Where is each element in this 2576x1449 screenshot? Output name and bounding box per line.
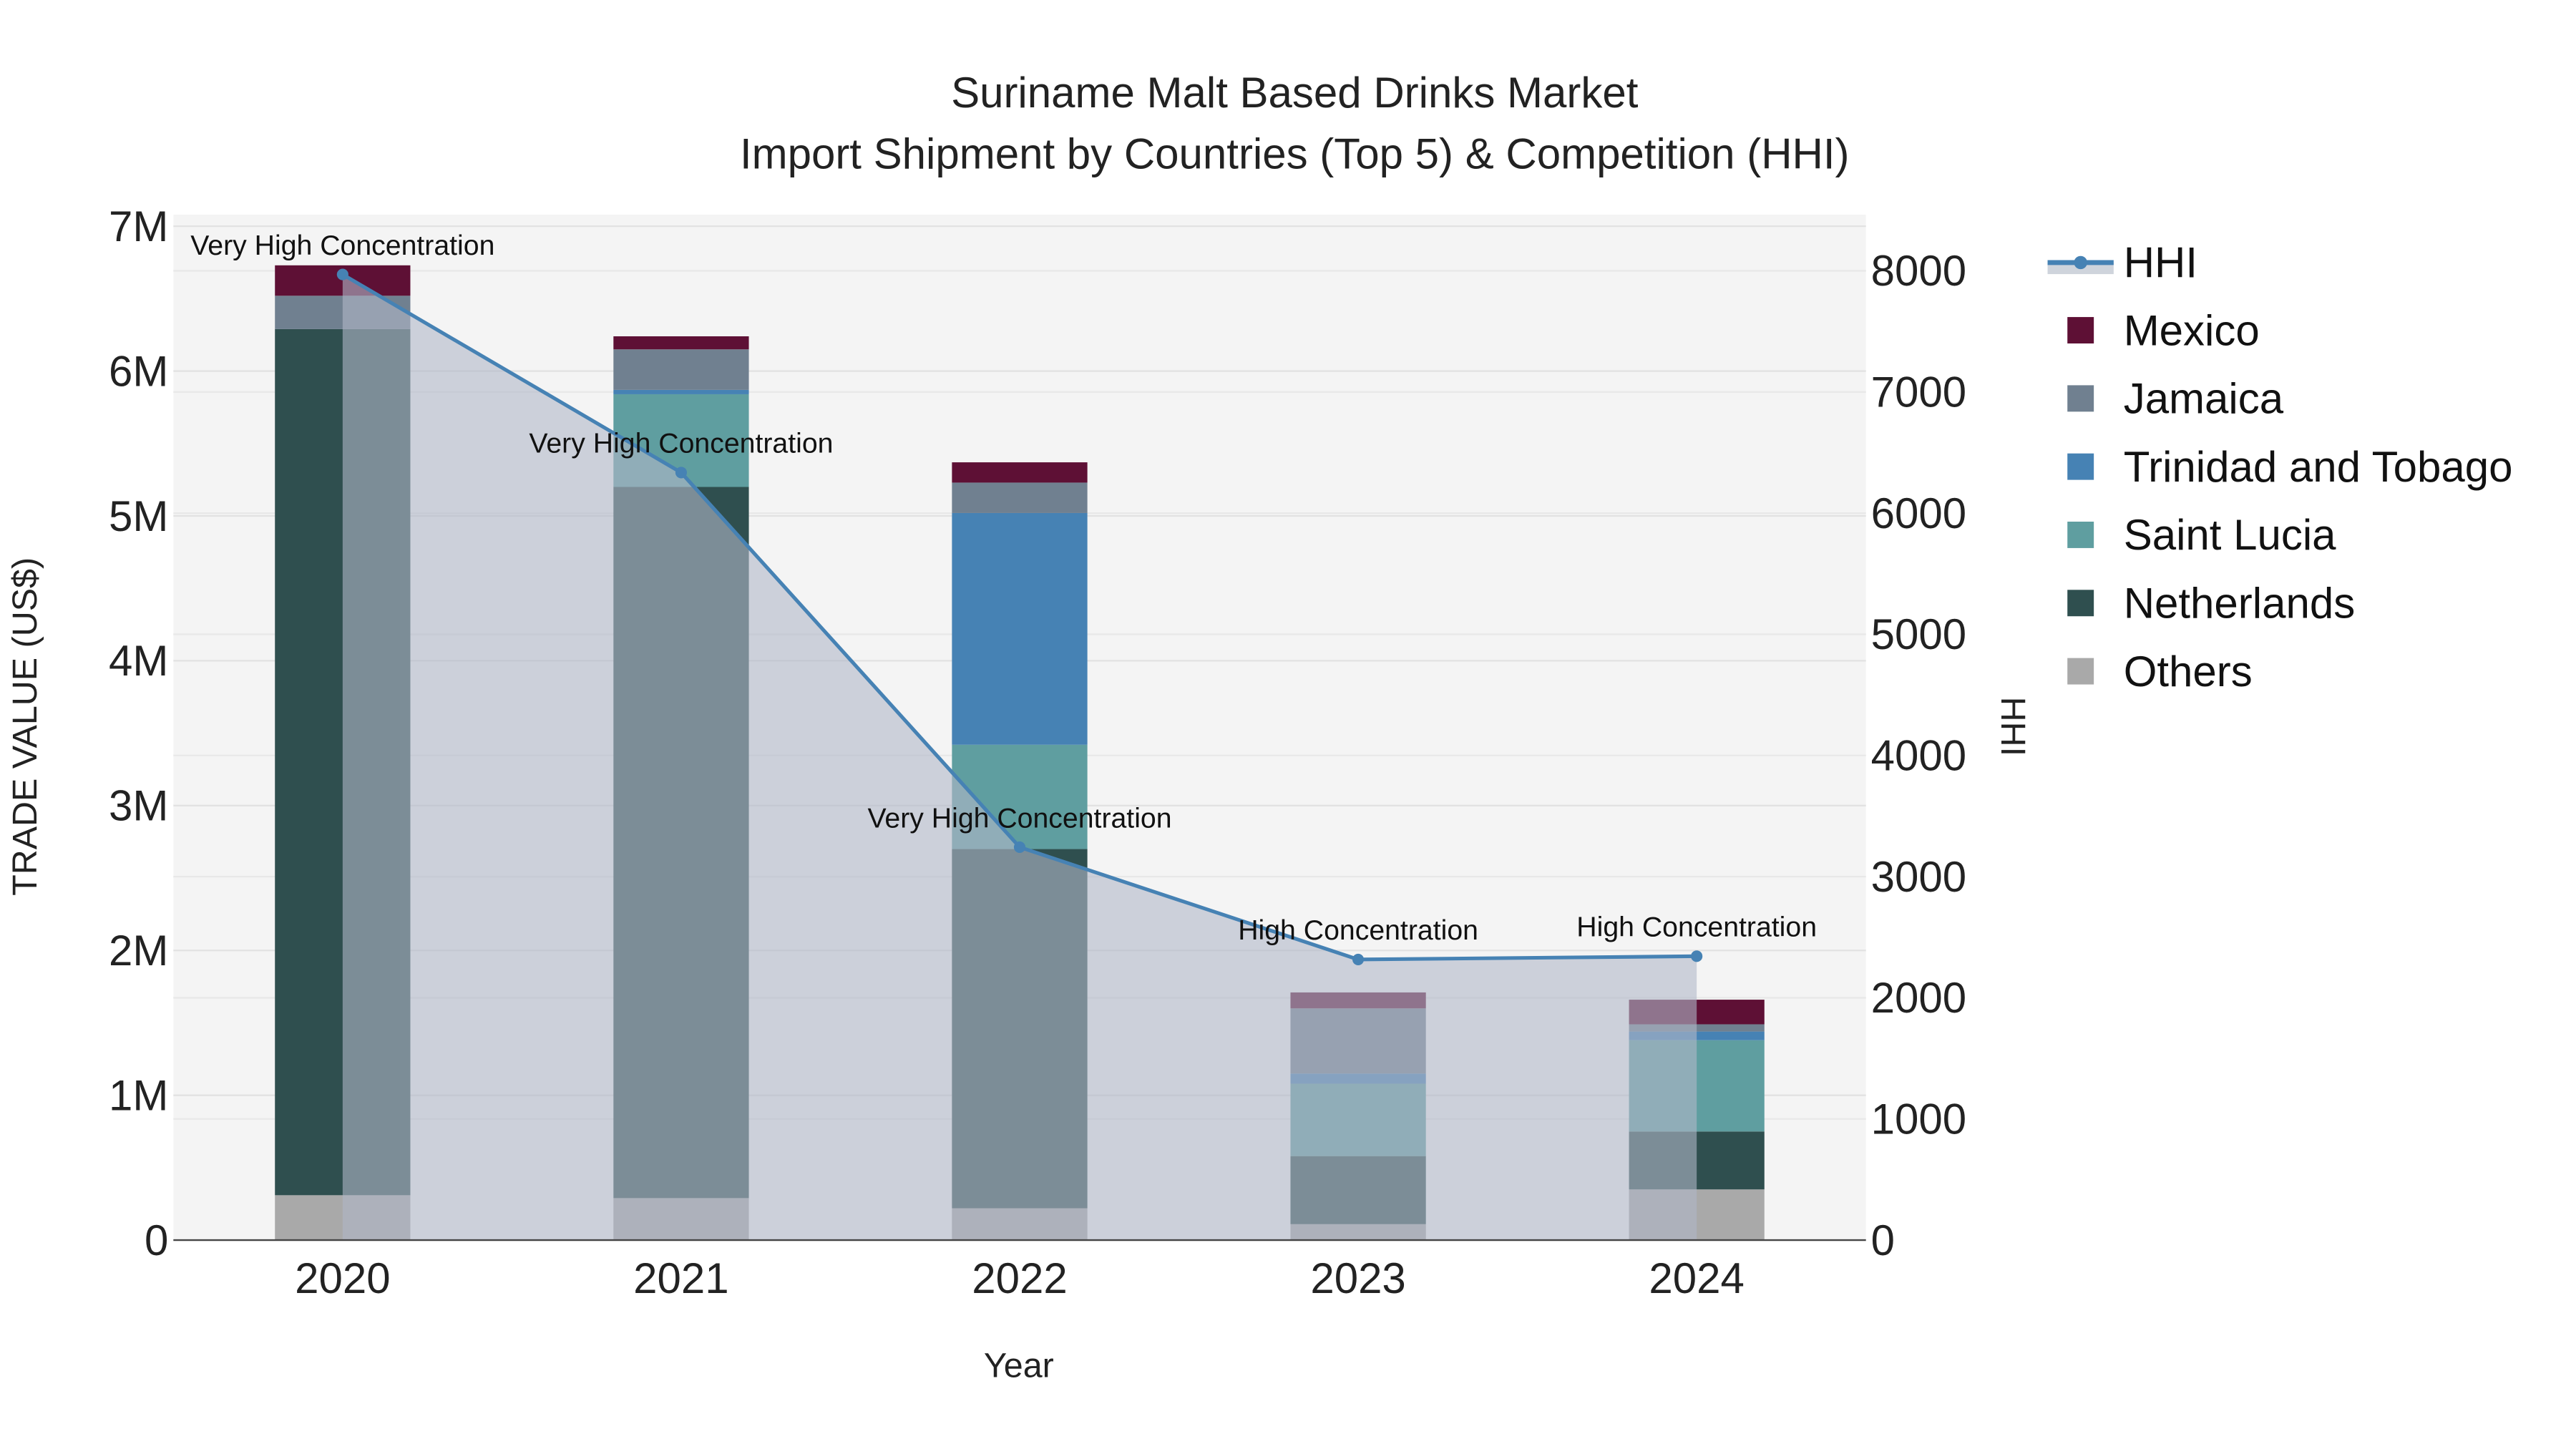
x-tick-label: 2022 xyxy=(972,1254,1067,1302)
legend-hhi-swatch-marker xyxy=(2074,255,2087,270)
y-tick-label: 7M xyxy=(109,203,168,250)
legend-swatch-trinidad-and-tobago xyxy=(2067,453,2094,480)
bar-jamaica-2021 xyxy=(613,349,749,390)
y-tick-label: 4M xyxy=(109,637,168,685)
hhi-series: Very High Concentration Very High Concent… xyxy=(190,230,1817,1241)
x-tick-label: 2023 xyxy=(1310,1254,1405,1302)
x-axis-label: Year xyxy=(984,1347,1054,1385)
legend-label-hhi: HHI xyxy=(2124,239,2197,287)
y-tick-label: 5M xyxy=(109,492,168,540)
y2-tick-label: 8000 xyxy=(1871,247,1966,295)
hhi-annotation: High Concentration xyxy=(1238,914,1478,946)
hhi-point-2022 xyxy=(1013,841,1026,854)
y-tick-label: 1M xyxy=(109,1071,168,1119)
hhi-point-2024 xyxy=(1691,950,1703,962)
x-tick-label: 2020 xyxy=(295,1254,390,1302)
hhi-point-2020 xyxy=(336,268,348,280)
y-tick-label: 2M xyxy=(109,927,168,975)
legend-swatch-mexico xyxy=(2067,317,2094,343)
hhi-annotation: Very High Concentration xyxy=(529,428,833,459)
legend-label-jamaica: Jamaica xyxy=(2124,375,2284,423)
legend-label-netherlands: Netherlands xyxy=(2124,580,2356,628)
hhi-annotation: High Concentration xyxy=(1576,912,1817,943)
legend-label-trinidad-and-tobago: Trinidad and Tobago xyxy=(2124,443,2513,491)
bar-mexico-2021 xyxy=(613,336,749,350)
y2-axis-ticks: 0 1000 2000 3000 4000 5000 6000 7000 8000 xyxy=(1871,247,1966,1264)
y-axis-ticks: 0 1M 2M 3M 4M 5M 6M 7M xyxy=(109,203,168,1264)
bar-trinidad-and-tobago-2021 xyxy=(613,389,749,394)
y-tick-label: 3M xyxy=(109,782,168,830)
y2-tick-label: 1000 xyxy=(1871,1096,1966,1143)
y2-tick-label: 5000 xyxy=(1871,610,1966,658)
hhi-point-2021 xyxy=(675,467,687,479)
y2-tick-label: 2000 xyxy=(1871,974,1966,1022)
chart-title-line2: Import Shipment by Countries (Top 5) & C… xyxy=(740,130,1850,177)
legend-label-mexico: Mexico xyxy=(2124,306,2260,354)
y-axis-label: TRADE VALUE (US$) xyxy=(6,557,44,896)
hhi-area xyxy=(342,274,1697,1241)
bar-mexico-2022 xyxy=(952,462,1088,483)
x-tick-label: 2024 xyxy=(1649,1254,1744,1302)
legend-swatch-netherlands xyxy=(2067,590,2094,617)
chart-title-line1: Suriname Malt Based Drinks Market xyxy=(951,69,1639,117)
legend: HHI Mexico Jamaica Trinidad and Tobago Saint… xyxy=(2047,239,2513,696)
y2-tick-label: 6000 xyxy=(1871,489,1966,537)
legend-label-others: Others xyxy=(2124,648,2253,696)
y-tick-label: 6M xyxy=(109,347,168,395)
y2-tick-label: 3000 xyxy=(1871,853,1966,901)
y2-axis-label: HHI xyxy=(1994,697,2032,756)
x-tick-label: 2021 xyxy=(633,1254,728,1302)
legend-swatch-jamaica xyxy=(2067,385,2094,412)
bar-trinidad-and-tobago-2022 xyxy=(952,512,1088,745)
legend-label-saint-lucia: Saint Lucia xyxy=(2124,511,2336,559)
y2-tick-label: 4000 xyxy=(1871,732,1966,780)
y2-tick-label: 0 xyxy=(1871,1216,1895,1264)
hhi-point-2023 xyxy=(1352,953,1365,965)
bar-jamaica-2022 xyxy=(952,482,1088,513)
hhi-annotation: Very High Concentration xyxy=(867,802,1171,834)
hhi-annotation: Very High Concentration xyxy=(190,230,494,261)
y2-tick-label: 7000 xyxy=(1871,369,1966,416)
x-axis-ticks: 2020 2021 2022 2023 2024 xyxy=(295,1254,1745,1302)
legend-swatch-others xyxy=(2067,658,2094,685)
y-tick-label: 0 xyxy=(145,1216,168,1264)
legend-swatch-saint-lucia xyxy=(2067,522,2094,548)
